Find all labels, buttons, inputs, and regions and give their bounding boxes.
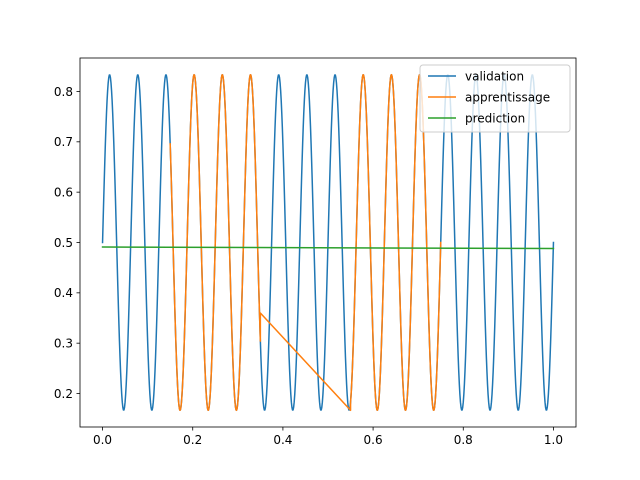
legend-label-apprentissage: apprentissage — [465, 90, 550, 104]
x-tick-label: 0.6 — [364, 433, 383, 447]
legend-label-prediction: prediction — [465, 111, 525, 125]
x-tick-label: 0.4 — [273, 433, 292, 447]
x-tick-label: 0.2 — [183, 433, 202, 447]
y-tick-label: 0.3 — [54, 336, 73, 350]
series-line-apprentissage — [169, 73, 442, 412]
y-tick-label: 0.4 — [54, 286, 73, 300]
x-tick-label: 0.8 — [454, 433, 473, 447]
y-tick-label: 0.8 — [54, 85, 73, 99]
axes: 0.0 0.2 0.4 0.6 0.8 1.0 0.2 0.3 0.4 0.5 0.6 0.7 0.8 — [54, 57, 577, 447]
y-tick-label: 0.7 — [54, 135, 73, 149]
x-tick-label: 0.0 — [93, 433, 112, 447]
legend-label-validation: validation — [465, 69, 524, 83]
legend-box — [419, 64, 571, 133]
legend: validation apprentissage prediction — [419, 64, 571, 133]
x-tick-label: 1.0 — [544, 433, 563, 447]
y-tick-label: 0.5 — [54, 236, 73, 250]
y-tick-label: 0.6 — [54, 185, 73, 199]
series-line-prediction — [101, 246, 555, 250]
y-tick-label: 0.2 — [54, 387, 73, 401]
